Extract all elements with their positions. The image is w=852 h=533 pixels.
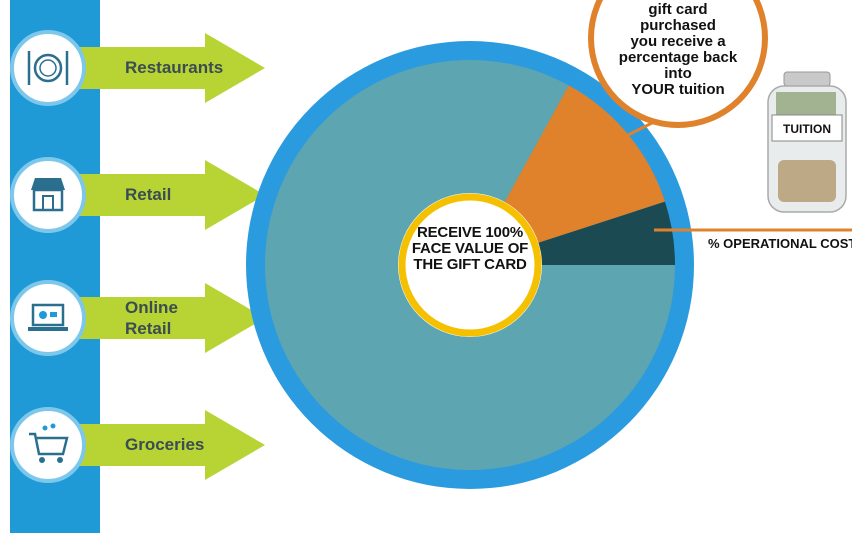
storefront-icon xyxy=(10,157,86,233)
shopping-cart-icon xyxy=(10,407,86,483)
category-restaurants: Restaurants xyxy=(0,18,270,118)
callout-text: gift card purchased you receive a percen… xyxy=(618,1,738,98)
category-groceries: Groceries xyxy=(0,395,270,495)
pie-center-ring xyxy=(398,193,542,337)
category-label: Retail xyxy=(125,185,172,205)
category-label: Online Retail xyxy=(125,297,178,338)
pie-svg xyxy=(246,41,694,489)
arrow-shape xyxy=(60,283,265,353)
jar-label: TUITION xyxy=(783,122,831,136)
laptop-cart-icon xyxy=(10,280,86,356)
pie-center-fill xyxy=(398,193,542,337)
arrow-shape xyxy=(60,33,265,103)
category-retail: Retail xyxy=(0,145,270,245)
category-label: Restaurants xyxy=(125,58,224,78)
plate-utensils-icon xyxy=(10,30,86,106)
arrow-shape xyxy=(60,410,265,480)
arrow-shape xyxy=(60,160,265,230)
category-online-retail: Online Retail xyxy=(0,268,270,368)
tuition-jar: TUITION xyxy=(762,70,852,215)
operational-cost-label: % OPERATIONAL COST xyxy=(708,236,852,251)
pie-chart xyxy=(245,40,695,490)
center-label: RECEIVE 100% FACE VALUE OF THE GIFT CARD xyxy=(411,224,529,273)
category-label: Groceries xyxy=(125,435,205,455)
